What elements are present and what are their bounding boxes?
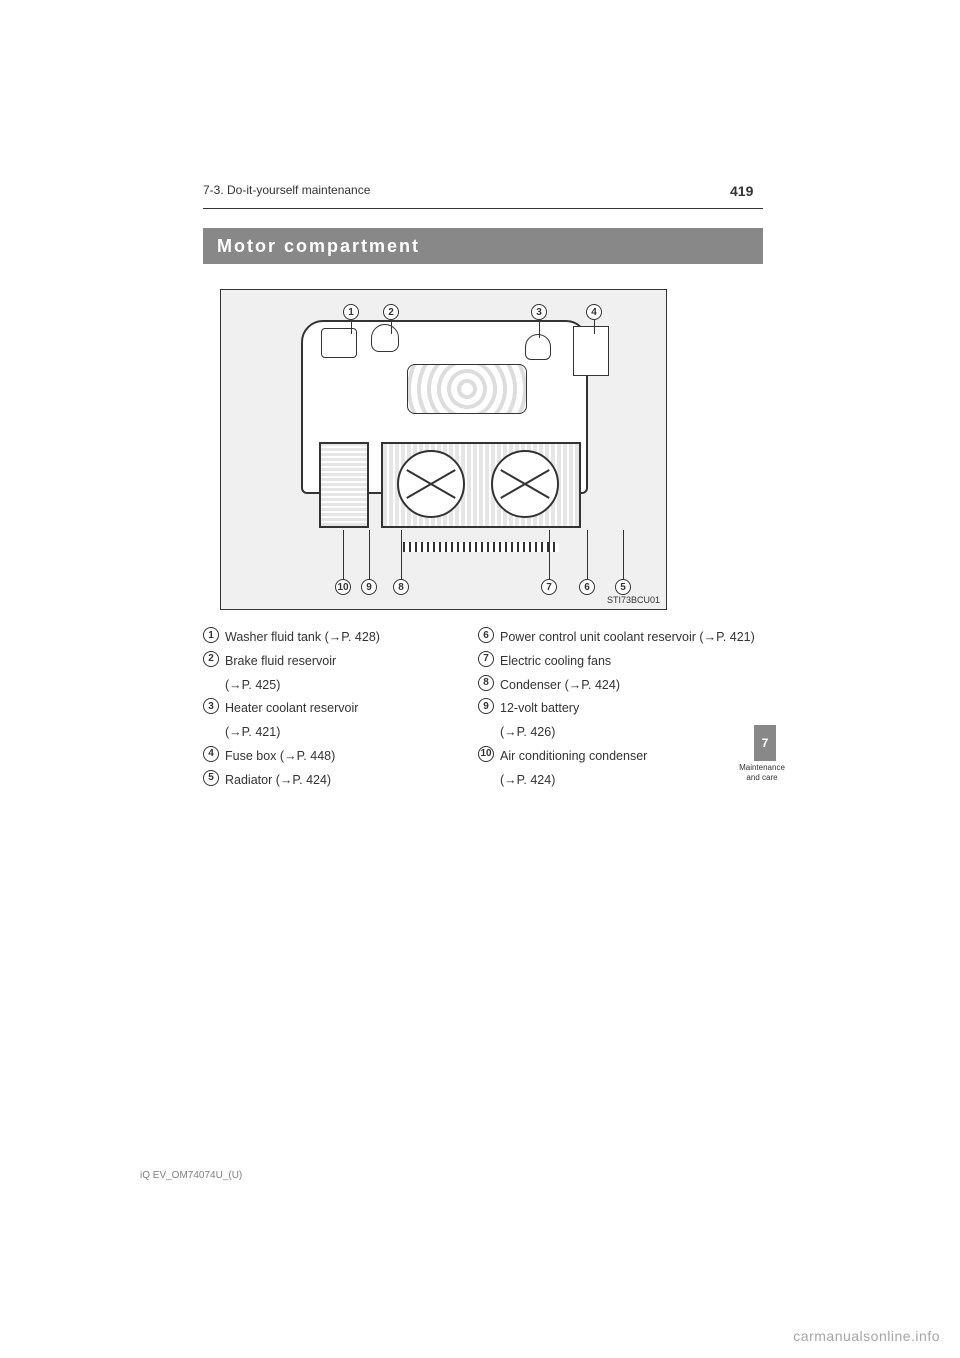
- fusebox-shape: [573, 326, 609, 376]
- leader-2: [391, 320, 392, 334]
- legend-pageref: (→P. 424): [276, 773, 331, 787]
- legend-pageref: (→P. 426): [500, 725, 555, 739]
- callout-5: 5: [615, 579, 631, 595]
- legend-num-8: 8: [478, 675, 494, 691]
- leader-9: [369, 530, 370, 580]
- chapter-tab: 7: [754, 725, 776, 761]
- legend-text: 12-volt battery: [500, 701, 579, 715]
- legend-item: 6 Power control unit coolant reservoir (…: [478, 626, 763, 650]
- legend-num-10: 10: [478, 746, 494, 762]
- section-title-bar: Motor compartment: [203, 228, 763, 264]
- legend-item: 10 Air conditioning condenser (→P. 424): [478, 745, 763, 793]
- legend-item: 2 Brake fluid reservoir (→P. 425): [203, 650, 468, 698]
- legend-item: 3 Heater coolant reservoir (→P. 421): [203, 697, 468, 745]
- legend-num-1: 1: [203, 627, 219, 643]
- brake-reservoir-shape: [371, 324, 399, 352]
- leader-7: [549, 530, 550, 580]
- legend-text: Condenser: [500, 678, 561, 692]
- power-control-unit-shape: [407, 364, 527, 414]
- legend-item: 4 Fuse box (→P. 448): [203, 745, 468, 769]
- legend-num-2: 2: [203, 651, 219, 667]
- legend-text: Washer fluid tank: [225, 630, 321, 644]
- leader-4: [594, 320, 595, 334]
- callout-9: 9: [361, 579, 377, 595]
- leader-6: [587, 530, 588, 580]
- cooling-fan-left: [397, 450, 465, 518]
- legend-text: Brake fluid reservoir: [225, 654, 336, 668]
- legend-text: Power control unit coolant reservoir: [500, 630, 696, 644]
- legend-item: 9 12-volt battery (→P. 426): [478, 697, 763, 745]
- legend-num-9: 9: [478, 698, 494, 714]
- leader-10: [343, 530, 344, 580]
- legend-item: 7 Electric cooling fans: [478, 650, 763, 674]
- grille-shape: [403, 542, 559, 552]
- chapter-number: 7: [762, 736, 769, 750]
- leader-1: [351, 320, 352, 334]
- legend-text: Fuse box: [225, 749, 276, 763]
- legend-item: 1 Washer fluid tank (→P. 428): [203, 626, 468, 650]
- legend-text: Heater coolant reservoir: [225, 701, 358, 715]
- legend-num-7: 7: [478, 651, 494, 667]
- chapter-tab-caption: Maintenance and care: [732, 763, 792, 782]
- cooling-fan-right: [491, 450, 559, 518]
- callout-6: 6: [579, 579, 595, 595]
- ac-condenser-shape: [319, 442, 369, 528]
- callout-10: 10: [335, 579, 351, 595]
- diagram-code: STI73BCU01: [607, 595, 660, 605]
- legend-pageref: (→P. 448): [280, 749, 335, 763]
- legend-num-3: 3: [203, 698, 219, 714]
- legend-pageref: (→P. 425): [225, 678, 280, 692]
- watermark: carmanualsonline.info: [793, 1328, 940, 1344]
- legend-pageref: (→P. 428): [325, 630, 380, 644]
- legend-text: Air conditioning condenser: [500, 749, 647, 763]
- legend-text: Electric cooling fans: [500, 654, 611, 668]
- legend-pageref: (→P. 421): [225, 725, 280, 739]
- callout-4: 4: [586, 304, 602, 320]
- callout-7: 7: [541, 579, 557, 595]
- leader-8: [401, 530, 402, 580]
- leader-5: [623, 530, 624, 580]
- breadcrumb: 7-3. Do-it-yourself maintenance: [203, 183, 370, 197]
- leader-3: [539, 320, 540, 338]
- motor-compartment-diagram: 1 2 3 4 5 6 7 8 9 10 STI73BCU01: [220, 289, 667, 610]
- heater-reservoir-shape: [525, 334, 551, 360]
- legend-item: 8 Condenser (→P. 424): [478, 674, 763, 698]
- engine-sketch: 1 2 3 4 5 6 7 8 9 10: [221, 290, 666, 609]
- legend-num-6: 6: [478, 627, 494, 643]
- legend-num-4: 4: [203, 746, 219, 762]
- legend-text: Radiator: [225, 773, 272, 787]
- legend-pageref: (→P. 421): [699, 630, 754, 644]
- callout-3: 3: [531, 304, 547, 320]
- callout-2: 2: [383, 304, 399, 320]
- page-number: 419: [730, 183, 753, 199]
- legend-item: 5 Radiator (→P. 424): [203, 769, 468, 793]
- callout-1: 1: [343, 304, 359, 320]
- legend-num-5: 5: [203, 770, 219, 786]
- legend-pageref: (→P. 424): [565, 678, 620, 692]
- callout-8: 8: [393, 579, 409, 595]
- section-title: Motor compartment: [217, 236, 420, 257]
- manual-note: iQ EV_OM74074U_(U): [140, 1170, 242, 1181]
- legend-pageref: (→P. 424): [500, 773, 555, 787]
- header-rule: [203, 208, 763, 209]
